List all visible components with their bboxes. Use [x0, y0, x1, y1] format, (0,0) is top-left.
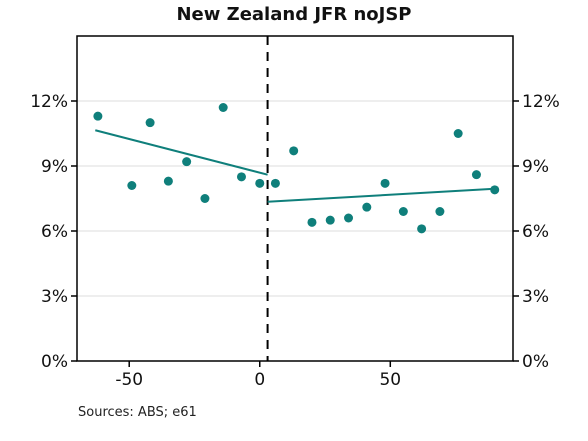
y-tick-label-right: 9%	[522, 157, 549, 177]
data-point	[344, 213, 354, 223]
y-tick-label-right: 6%	[522, 222, 549, 242]
data-point	[435, 207, 445, 216]
data-point	[289, 146, 299, 156]
data-point	[471, 170, 481, 180]
data-point	[163, 176, 173, 186]
data-point	[218, 103, 228, 112]
y-tick-label-right: 3%	[522, 287, 549, 307]
data-point	[200, 194, 210, 203]
data-point	[398, 207, 408, 216]
data-point	[490, 185, 500, 195]
grid-lines	[77, 100, 513, 297]
y-tick-label-right: 12%	[522, 92, 560, 112]
x-tick-label: 50	[379, 370, 401, 390]
y-axis-right-ticks: 0% 3% 6% 9% 12%	[513, 92, 560, 372]
data-point	[182, 157, 192, 167]
y-tick-label-left: 0%	[41, 352, 68, 372]
x-axis-ticks: -50 0 50	[115, 361, 401, 390]
plot-frame	[76, 35, 514, 362]
data-point	[453, 129, 463, 138]
fit-line	[267, 187, 495, 203]
data-point	[417, 224, 427, 234]
y-tick-label-left: 9%	[41, 157, 68, 177]
data-point	[93, 111, 103, 121]
x-tick-label: 0	[254, 370, 265, 390]
data-point	[362, 202, 372, 212]
data-point	[145, 118, 155, 128]
data-point	[127, 181, 137, 190]
data-point	[255, 178, 265, 188]
data-point	[325, 215, 335, 225]
data-point	[307, 217, 317, 227]
data-points	[93, 103, 500, 234]
fit-line	[95, 129, 268, 176]
y-tick-label-left: 6%	[41, 222, 68, 242]
x-tick-label: -50	[115, 370, 143, 390]
chart-title: New Zealand JFR noJSP	[176, 4, 411, 25]
data-point	[270, 178, 280, 188]
source-note: Sources: ABS; e61	[78, 405, 197, 420]
y-tick-label-left: 3%	[41, 287, 68, 307]
y-tick-label-right: 0%	[522, 352, 549, 372]
fit-lines	[95, 129, 495, 203]
data-point	[236, 172, 246, 182]
y-tick-label-left: 12%	[30, 92, 68, 112]
data-point	[380, 178, 390, 188]
y-axis-left-ticks: 0% 3% 6% 9% 12%	[30, 92, 77, 372]
